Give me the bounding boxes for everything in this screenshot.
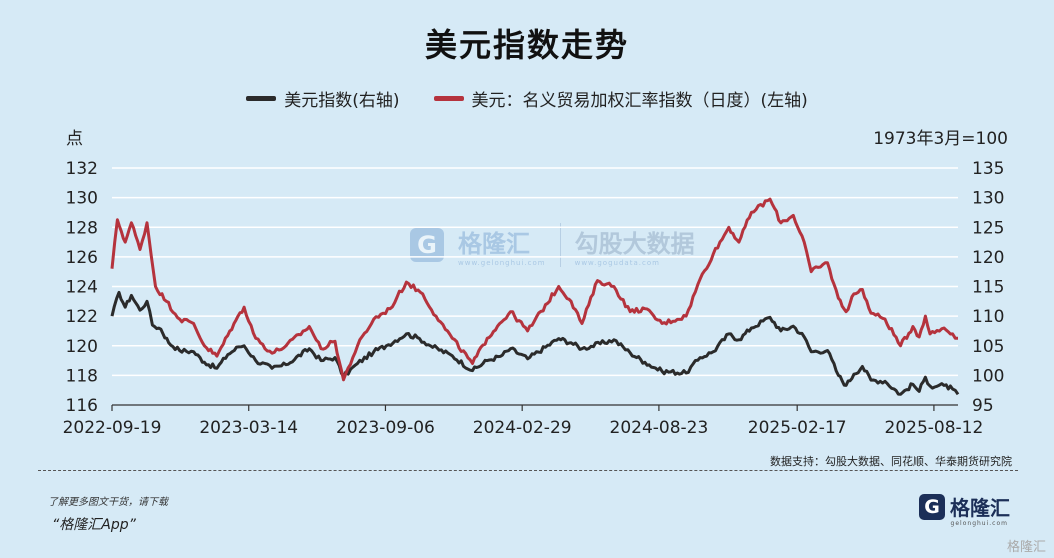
legend: 美元指数(右轴) 美元：名义贸易加权汇率指数（日度）(左轴) bbox=[0, 86, 1054, 111]
legend-item-usd-index: 美元指数(右轴) bbox=[246, 86, 400, 111]
left-tick-label: 120 bbox=[66, 337, 98, 357]
right-tick-label: 125 bbox=[972, 218, 1004, 238]
chart-title: 美元指数走势 bbox=[424, 26, 629, 64]
left-axis-unit: 点 bbox=[66, 129, 83, 149]
left-tick-label: 118 bbox=[66, 366, 98, 386]
footer-divider bbox=[38, 470, 1018, 471]
watermark-separator bbox=[559, 223, 561, 267]
brand-logo-icon: G bbox=[919, 493, 945, 520]
legend-swatch-trade-weighted bbox=[433, 96, 464, 101]
right-tick-label: 95 bbox=[972, 396, 994, 416]
watermark-sub-b: www.gogudata.com bbox=[574, 258, 660, 267]
left-tick-label: 122 bbox=[66, 307, 98, 327]
x-tick-label: 2024-08-23 bbox=[610, 418, 709, 438]
right-tick-label: 135 bbox=[972, 159, 1004, 179]
corner-watermark: 格隆汇 bbox=[1006, 540, 1046, 555]
x-tick-label: 2025-08-12 bbox=[885, 418, 984, 438]
left-tick-label: 126 bbox=[66, 248, 98, 268]
right-tick-label: 110 bbox=[972, 307, 1004, 327]
brand-url: gelonghui.com bbox=[950, 520, 1008, 527]
brand-name: 格隆汇 bbox=[950, 496, 1010, 520]
legend-label-trade-weighted: 美元：名义贸易加权汇率指数（日度）(左轴) bbox=[471, 91, 808, 111]
watermark-text-b: 勾股大数据 bbox=[574, 229, 695, 258]
x-tick-label: 2024-02-29 bbox=[473, 418, 572, 438]
series-line-trade-weighted bbox=[110, 197, 958, 382]
promo-text: 了解更多图文干货，请下载 bbox=[48, 497, 168, 508]
series-line-usd-index bbox=[110, 290, 960, 396]
left-tick-label: 128 bbox=[66, 218, 98, 238]
legend-swatch-usd-index bbox=[246, 96, 277, 101]
x-tick-label: 2023-03-14 bbox=[199, 418, 298, 438]
left-tick-label: 132 bbox=[66, 159, 98, 179]
right-tick-label: 115 bbox=[972, 278, 1004, 298]
right-tick-label: 100 bbox=[972, 366, 1004, 386]
x-tick-label: 2023-09-06 bbox=[336, 418, 435, 438]
watermark-text-a: 格隆汇 bbox=[458, 229, 530, 258]
right-tick-label: 130 bbox=[972, 189, 1004, 209]
brand-logo: G 格隆汇 bbox=[919, 492, 1010, 521]
x-tick-label: 2022-09-19 bbox=[63, 418, 162, 438]
legend-item-trade-weighted: 美元：名义贸易加权汇率指数（日度）(左轴) bbox=[433, 86, 808, 111]
right-tick-label: 120 bbox=[972, 248, 1004, 268]
right-tick-label: 105 bbox=[972, 337, 1004, 357]
left-tick-label: 130 bbox=[66, 189, 98, 209]
legend-label-usd-index: 美元指数(右轴) bbox=[284, 91, 400, 111]
source-note: 数据支持：勾股大数据、同花顺、华泰期货研究院 bbox=[770, 455, 1012, 468]
left-tick-label: 116 bbox=[66, 396, 98, 416]
left-tick-label: 124 bbox=[66, 278, 98, 298]
right-axis-unit: 1973年3月=100 bbox=[873, 129, 1008, 149]
promo-app-name: “格隆汇App” bbox=[52, 517, 136, 533]
x-tick-label: 2025-02-17 bbox=[748, 418, 847, 438]
watermark-sub-a: www.gelonghui.com bbox=[458, 258, 546, 267]
